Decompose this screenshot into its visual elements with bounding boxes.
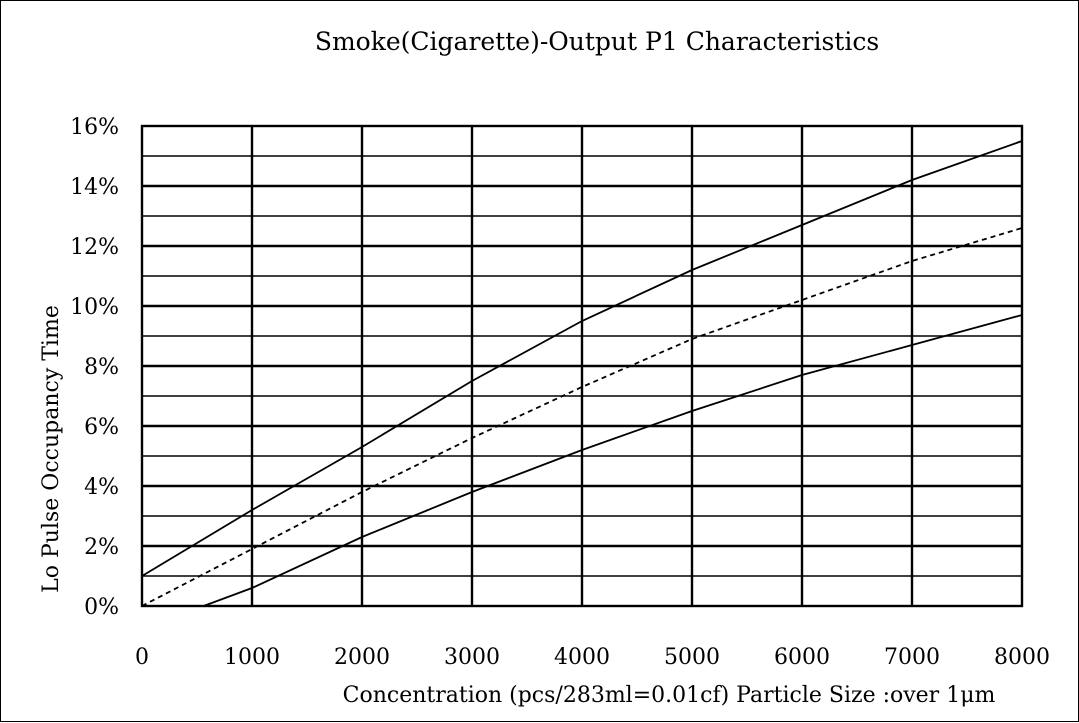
y-tick-label: 4% <box>84 475 119 500</box>
y-tick-label: 10% <box>70 295 119 320</box>
x-tick-label: 8000 <box>994 645 1050 670</box>
x-tick-labels: 0 1000 2000 3000 4000 5000 6000 7000 8000 <box>135 645 1050 670</box>
y-tick-label: 12% <box>70 235 119 260</box>
x-tick-label: 5000 <box>664 645 720 670</box>
plot-border-rect <box>140 124 1024 608</box>
grid-lines <box>142 126 1022 606</box>
x-tick-label: 7000 <box>884 645 940 670</box>
y-tick-label: 14% <box>70 175 119 200</box>
x-tick-label: 6000 <box>774 645 830 670</box>
x-tick-label: 0 <box>135 645 149 670</box>
x-tick-label: 4000 <box>554 645 610 670</box>
series-group <box>141 140 1023 607</box>
x-tick-label: 1000 <box>224 645 280 670</box>
y-tick-labels: 0% 2% 4% 6% 8% 10% 12% 14% 16% <box>70 115 119 620</box>
series-line-1 <box>141 140 1023 577</box>
y-tick-label: 8% <box>84 355 119 380</box>
y-axis-label: Lo Pulse Occupancy Time <box>39 305 64 593</box>
series-line-2 <box>141 227 1023 607</box>
y-tick-label: 2% <box>84 535 119 560</box>
y-tick-label: 6% <box>84 415 119 440</box>
x-axis-label: Concentration (pcs/283ml=0.01cf) Particl… <box>343 683 996 708</box>
chart-title: Smoke(Cigarette)-Output P1 Characteristi… <box>315 27 879 56</box>
series-line-3 <box>203 314 1023 607</box>
y-tick-label: 0% <box>84 595 119 620</box>
x-tick-label: 3000 <box>444 645 500 670</box>
y-tick-label: 16% <box>70 115 119 140</box>
plot-area-border <box>140 124 1024 608</box>
x-tick-label: 2000 <box>334 645 390 670</box>
